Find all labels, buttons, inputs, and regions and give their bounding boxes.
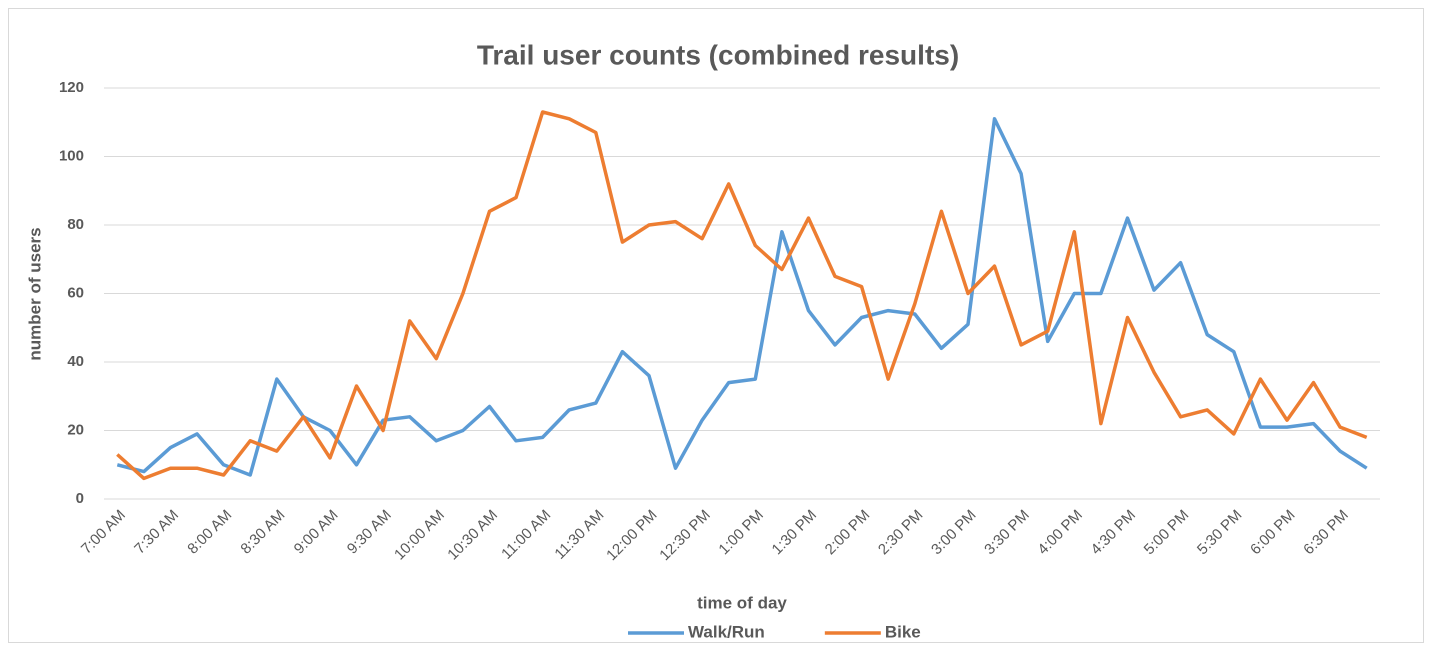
legend-label: Walk/Run <box>688 622 765 641</box>
chart-title: Trail user counts (combined results) <box>477 39 959 70</box>
y-tick-label: 60 <box>67 284 84 301</box>
y-tick-label: 80 <box>67 216 84 233</box>
y-tick-label: 0 <box>76 490 84 507</box>
y-tick-label: 40 <box>67 353 84 370</box>
series-line <box>116 110 1368 481</box>
y-tick-label: 120 <box>59 79 84 96</box>
chart-border <box>8 8 1424 643</box>
series-line <box>116 117 1368 477</box>
x-axis-title: time of day <box>697 593 787 612</box>
y-tick-label: 20 <box>67 421 84 438</box>
y-axis-title: number of users <box>25 227 44 360</box>
y-tick-label: 100 <box>59 147 84 164</box>
legend-label: Bike <box>885 622 921 641</box>
